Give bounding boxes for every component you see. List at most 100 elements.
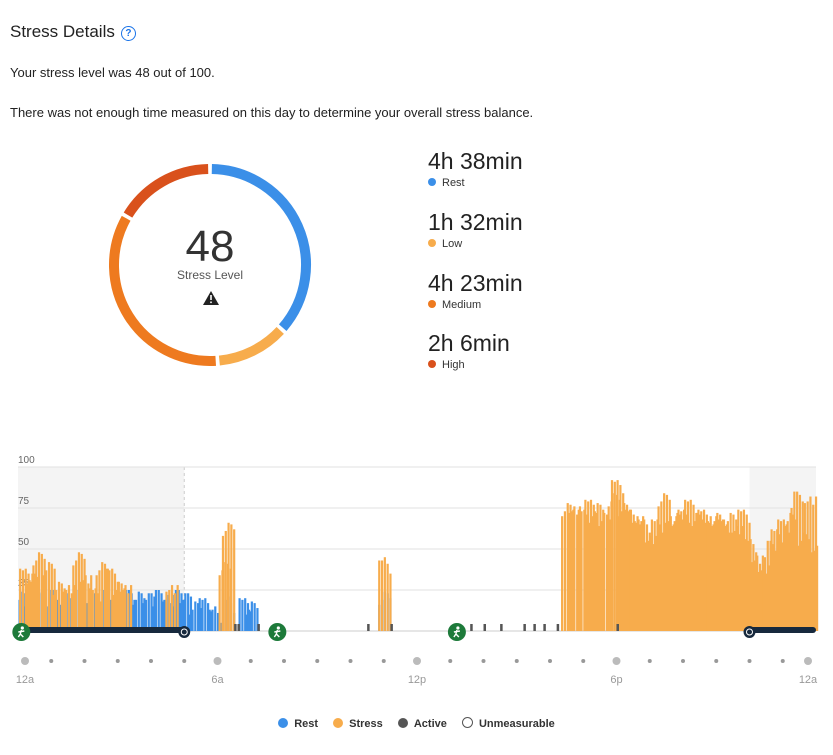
bar-stress[interactable] [773, 530, 776, 631]
bar-stress[interactable] [32, 565, 35, 631]
bar-stress[interactable] [813, 550, 816, 631]
bar-rest[interactable] [181, 599, 184, 631]
bar-rest[interactable] [209, 611, 212, 631]
bar-stress[interactable] [233, 529, 236, 631]
bar-active[interactable] [470, 624, 473, 631]
bar-rest[interactable] [140, 593, 143, 631]
bar-rest[interactable] [160, 593, 163, 631]
bar-stress[interactable] [640, 521, 643, 631]
bar-stress[interactable] [610, 480, 614, 631]
bar-stress[interactable] [680, 511, 683, 631]
bar-stress[interactable] [35, 560, 38, 631]
bar-active[interactable] [556, 624, 560, 631]
bar-stress[interactable] [37, 552, 41, 631]
bar-active[interactable] [237, 624, 240, 631]
bar-stress[interactable] [70, 593, 73, 631]
bar-rest[interactable] [204, 598, 207, 631]
bar-stress[interactable] [380, 560, 384, 631]
bar-stress[interactable] [624, 509, 627, 631]
bar-stress[interactable] [603, 512, 606, 631]
bar-stress[interactable] [108, 570, 111, 631]
bar-stress[interactable] [666, 521, 670, 631]
donut-segment-rest[interactable] [211, 164, 311, 331]
bar-stress[interactable] [173, 593, 176, 631]
bar-stress[interactable] [21, 570, 25, 631]
bar-rest[interactable] [189, 596, 193, 631]
bar-rest[interactable] [144, 599, 148, 631]
bar-stress[interactable] [577, 509, 580, 631]
bar-stress[interactable] [57, 581, 61, 631]
bar-rest[interactable] [157, 590, 160, 631]
bar-stress[interactable] [763, 557, 767, 631]
bar-stress[interactable] [816, 545, 819, 631]
bar-stress[interactable] [700, 511, 703, 631]
bar-stress[interactable] [73, 585, 76, 631]
bar-stress[interactable] [91, 590, 94, 631]
running-icon[interactable] [447, 623, 466, 641]
bar-rest[interactable] [207, 603, 210, 631]
bar-active[interactable] [234, 624, 237, 631]
alarm-clock-icon[interactable] [178, 626, 191, 638]
bar-stress[interactable] [630, 522, 634, 631]
legend-active[interactable]: Active [397, 718, 447, 730]
bar-stress[interactable] [810, 552, 813, 631]
bar-stress[interactable] [176, 585, 179, 631]
bar-stress[interactable] [757, 571, 760, 631]
bar-rest[interactable] [245, 614, 248, 631]
bar-stress[interactable] [106, 568, 109, 631]
bar-rest[interactable] [216, 612, 220, 631]
bar-stress[interactable] [600, 521, 603, 631]
bar-rest[interactable] [208, 609, 211, 631]
bar-active[interactable] [543, 624, 546, 631]
bar-stress[interactable] [383, 557, 386, 631]
bar-stress[interactable] [799, 540, 803, 631]
bar-active[interactable] [533, 624, 536, 631]
bar-rest[interactable] [194, 601, 197, 631]
bar-rest[interactable] [133, 599, 136, 631]
bar-stress[interactable] [65, 590, 68, 631]
donut-segment-medium[interactable] [109, 215, 216, 366]
bar-stress[interactable] [793, 491, 796, 631]
bar-stress[interactable] [710, 526, 713, 631]
question-circle-icon[interactable]: ? [120, 26, 136, 41]
bar-stress[interactable] [53, 568, 56, 631]
bar-stress[interactable] [777, 519, 780, 631]
bar-rest[interactable] [187, 593, 190, 631]
bar-rest[interactable] [250, 601, 253, 631]
bar-stress[interactable] [684, 499, 687, 631]
bar-stress[interactable] [81, 580, 84, 631]
bar-stress[interactable] [67, 585, 71, 631]
bar-rest[interactable] [247, 609, 251, 631]
bar-stress[interactable] [221, 570, 224, 631]
bar-stress[interactable] [766, 540, 769, 631]
bar-rest[interactable] [211, 609, 214, 631]
bar-stress[interactable] [570, 511, 573, 631]
bar-rest[interactable] [154, 590, 158, 631]
bar-stress[interactable] [84, 575, 87, 631]
bar-stress[interactable] [576, 514, 579, 631]
bar-stress[interactable] [42, 575, 45, 631]
bar-rest[interactable] [199, 608, 203, 631]
bar-stress[interactable] [673, 521, 676, 631]
bar-stress[interactable] [733, 530, 736, 631]
bar-stress[interactable] [218, 575, 221, 631]
bar-stress[interactable] [378, 560, 381, 631]
bar-stress[interactable] [597, 526, 600, 631]
bar-rest[interactable] [188, 614, 191, 631]
bar-stress[interactable] [229, 568, 232, 631]
bar-stress[interactable] [25, 583, 28, 631]
bar-stress[interactable] [50, 563, 53, 631]
bar-stress[interactable] [670, 526, 673, 631]
bar-active[interactable] [390, 624, 393, 631]
bar-rest[interactable] [152, 606, 155, 631]
bar-stress[interactable] [75, 560, 78, 631]
bar-stress[interactable] [803, 503, 806, 631]
sleep-icon[interactable] [743, 626, 756, 638]
bar-stress[interactable] [389, 573, 392, 631]
bar-stress[interactable] [60, 583, 63, 631]
bar-rest[interactable] [178, 603, 181, 631]
bar-stress[interactable] [740, 511, 743, 631]
bar-stress[interactable] [118, 591, 121, 631]
bar-stress[interactable] [563, 511, 567, 631]
bar-stress[interactable] [730, 532, 733, 631]
